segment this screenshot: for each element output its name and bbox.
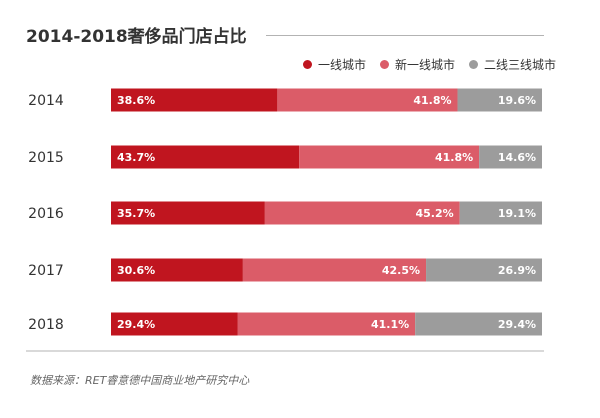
data-label: 19.1% [498, 207, 536, 220]
data-label: 29.4% [498, 318, 536, 331]
bar-segment [242, 258, 427, 282]
chart-title: 2014-2018奢侈品门店占比 [26, 27, 247, 47]
data-label: 45.2% [416, 207, 454, 220]
legend-swatch-tier2-3 [468, 60, 478, 69]
legend-item-tier2-3: 二线三线城市 [468, 56, 556, 73]
data-label: 41.8% [413, 94, 451, 107]
bar-segment [111, 201, 265, 225]
bar-segment [264, 201, 460, 225]
data-label: 26.9% [498, 264, 536, 277]
legend-label-new-tier1: 新一线城市 [394, 58, 455, 72]
bar-segment [299, 145, 480, 169]
data-label: 41.1% [371, 318, 409, 331]
category-label: 2018 [28, 317, 64, 333]
legend-label-tier1: 一线城市 [317, 58, 366, 72]
data-label: 14.6% [498, 151, 536, 164]
data-label: 41.8% [435, 151, 473, 164]
legend-item-new-tier1: 新一线城市 [379, 56, 455, 73]
bar-segment [237, 312, 416, 336]
bar-segment [479, 145, 542, 169]
category-label: 2016 [28, 206, 64, 222]
bar-segment [459, 201, 542, 225]
bar-segment [415, 312, 542, 336]
title-rule [266, 35, 544, 36]
data-label: 42.5% [382, 264, 420, 277]
category-label: 2017 [28, 263, 64, 279]
bar-segment [111, 145, 300, 169]
legend-swatch-tier1 [302, 60, 312, 69]
category-label: 2014 [28, 93, 64, 109]
data-label: 35.7% [117, 207, 155, 220]
data-label: 19.6% [498, 94, 536, 107]
bar-segment [111, 312, 238, 336]
legend-item-tier1: 一线城市 [302, 56, 366, 73]
bar-segment [457, 88, 542, 112]
data-label: 30.6% [117, 264, 155, 277]
legend-label-tier2-3: 二线三线城市 [483, 58, 556, 72]
data-label: 29.4% [117, 318, 155, 331]
legend-swatch-new-tier1 [379, 60, 389, 69]
bar-segment [111, 258, 243, 282]
source-note: 数据来源：RET睿意德中国商业地产研究中心 [30, 374, 250, 387]
legend: 一线城市 新一线城市 二线三线城市 [302, 56, 556, 73]
data-label: 38.6% [117, 94, 155, 107]
data-label: 43.7% [117, 151, 155, 164]
category-label: 2015 [28, 150, 64, 166]
bar-segment [277, 88, 458, 112]
bar-segment [111, 88, 278, 112]
bar-segment [426, 258, 542, 282]
